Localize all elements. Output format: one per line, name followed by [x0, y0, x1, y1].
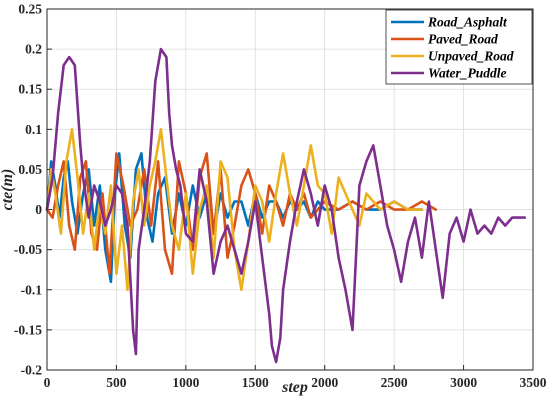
y-tick-label: 0 [35, 202, 42, 217]
x-tick-label: 1500 [242, 375, 269, 390]
y-tick-label: 0.1 [25, 122, 42, 137]
x-tick-labels: 0 500 1000 1500 2000 2500 3000 3500 [44, 375, 547, 390]
x-tick-label: 500 [106, 375, 127, 390]
series-line-unpaved-road [45, 128, 424, 292]
y-tick-label: -0.15 [14, 322, 42, 337]
x-tick-label: 2500 [381, 375, 408, 390]
x-tick-label: 3000 [450, 375, 477, 390]
legend-label: Paved_Road [428, 32, 498, 47]
series-layer [45, 47, 527, 364]
y-tick-label: 0.15 [18, 82, 42, 97]
x-tick-label: 2000 [311, 375, 338, 390]
y-axis-label: cte(m) [0, 169, 16, 211]
y-tick-label: 0.25 [18, 2, 42, 17]
y-tick-label: -0.2 [21, 363, 43, 378]
legend: Road_Asphalt Paved_Road Unpaved_Road Water_… [385, 9, 533, 85]
y-tick-label: -0.1 [21, 282, 43, 297]
x-tick-label: 1000 [172, 375, 199, 390]
x-axis-label: step [281, 379, 308, 396]
x-tick-label: 0 [44, 375, 51, 390]
legend-label: Unpaved_Road [428, 49, 514, 64]
x-tick-label: 3500 [520, 375, 547, 390]
legend-label: Road_Asphalt [427, 15, 508, 30]
legend-label: Water_Puddle [428, 66, 507, 81]
y-tick-label: -0.05 [14, 242, 42, 257]
series-line-water-puddle [45, 47, 527, 364]
y-tick-labels: -0.2 -0.15 -0.1 -0.05 0 0.05 0.1 0.15 0.2 0.25 [14, 2, 42, 378]
y-tick-label: 0.2 [25, 42, 42, 57]
y-tick-label: 0.05 [18, 162, 42, 177]
plot-frame [46, 8, 534, 371]
